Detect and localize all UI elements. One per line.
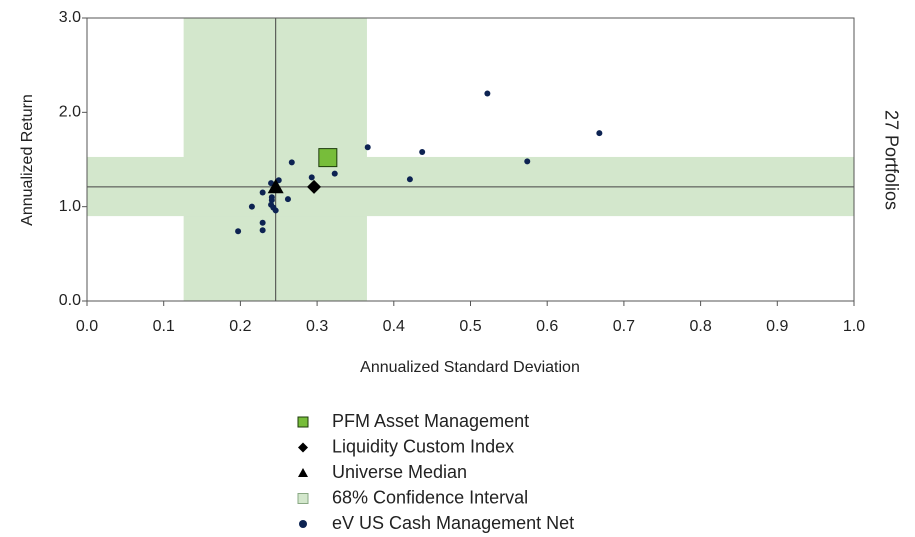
legend-label: 68% Confidence Interval: [332, 487, 528, 507]
legend-swatch: [298, 442, 308, 453]
point-diamond: [307, 179, 322, 194]
legend-swatch: [297, 416, 309, 428]
side-label: 27 Portfolios: [881, 110, 901, 210]
y-tick-label: 0.0: [59, 292, 81, 309]
x-tick-label: 0.9: [766, 318, 788, 335]
x-tick-label: 0.1: [153, 318, 175, 335]
x-axis-title: Annualized Standard Deviation: [360, 359, 580, 376]
point-circle: [524, 158, 531, 165]
legend-swatch: [298, 468, 308, 477]
y-tick-label: 1.0: [59, 198, 81, 215]
legend-label: eV US Cash Management Net: [332, 513, 574, 533]
x-tick-label: 0.7: [613, 318, 635, 335]
x-tick-label: 0.4: [383, 318, 405, 335]
y-tick-label: 3.0: [59, 9, 81, 26]
point-circle: [235, 228, 242, 235]
point-circle: [308, 174, 315, 181]
point-circle: [596, 130, 603, 137]
legend-swatch: [299, 520, 307, 528]
y-axis-title: Annualized Return: [19, 94, 36, 226]
x-tick-label: 0.3: [306, 318, 328, 335]
x-tick-label: 0.5: [459, 318, 481, 335]
x-tick-label: 0.8: [689, 318, 711, 335]
point-square: [318, 148, 338, 168]
plot-border: [86, 17, 855, 302]
x-tick-label: 0.2: [229, 318, 251, 335]
legend-label: PFM Asset Management: [332, 411, 529, 431]
point-circle: [259, 189, 266, 196]
point-circle: [259, 227, 266, 234]
point-triangle: [267, 178, 284, 194]
point-circle: [364, 144, 371, 151]
legend-label: Liquidity Custom Index: [332, 436, 514, 456]
point-circle: [284, 196, 291, 203]
x-tick-label: 0.6: [536, 318, 558, 335]
point-circle: [248, 203, 255, 210]
point-circle: [419, 148, 426, 155]
point-circle: [259, 219, 266, 226]
x-tick-label: 0.0: [76, 318, 98, 335]
point-circle: [331, 170, 338, 177]
point-circle: [288, 159, 295, 166]
legend-swatch: [297, 493, 309, 504]
y-tick-label: 2.0: [59, 104, 81, 121]
point-circle: [406, 176, 413, 183]
point-circle: [272, 207, 279, 214]
point-circle: [484, 90, 491, 97]
x-tick-label: 1.0: [843, 318, 865, 335]
point-circle: [268, 197, 275, 204]
legend-label: Universe Median: [332, 462, 467, 482]
